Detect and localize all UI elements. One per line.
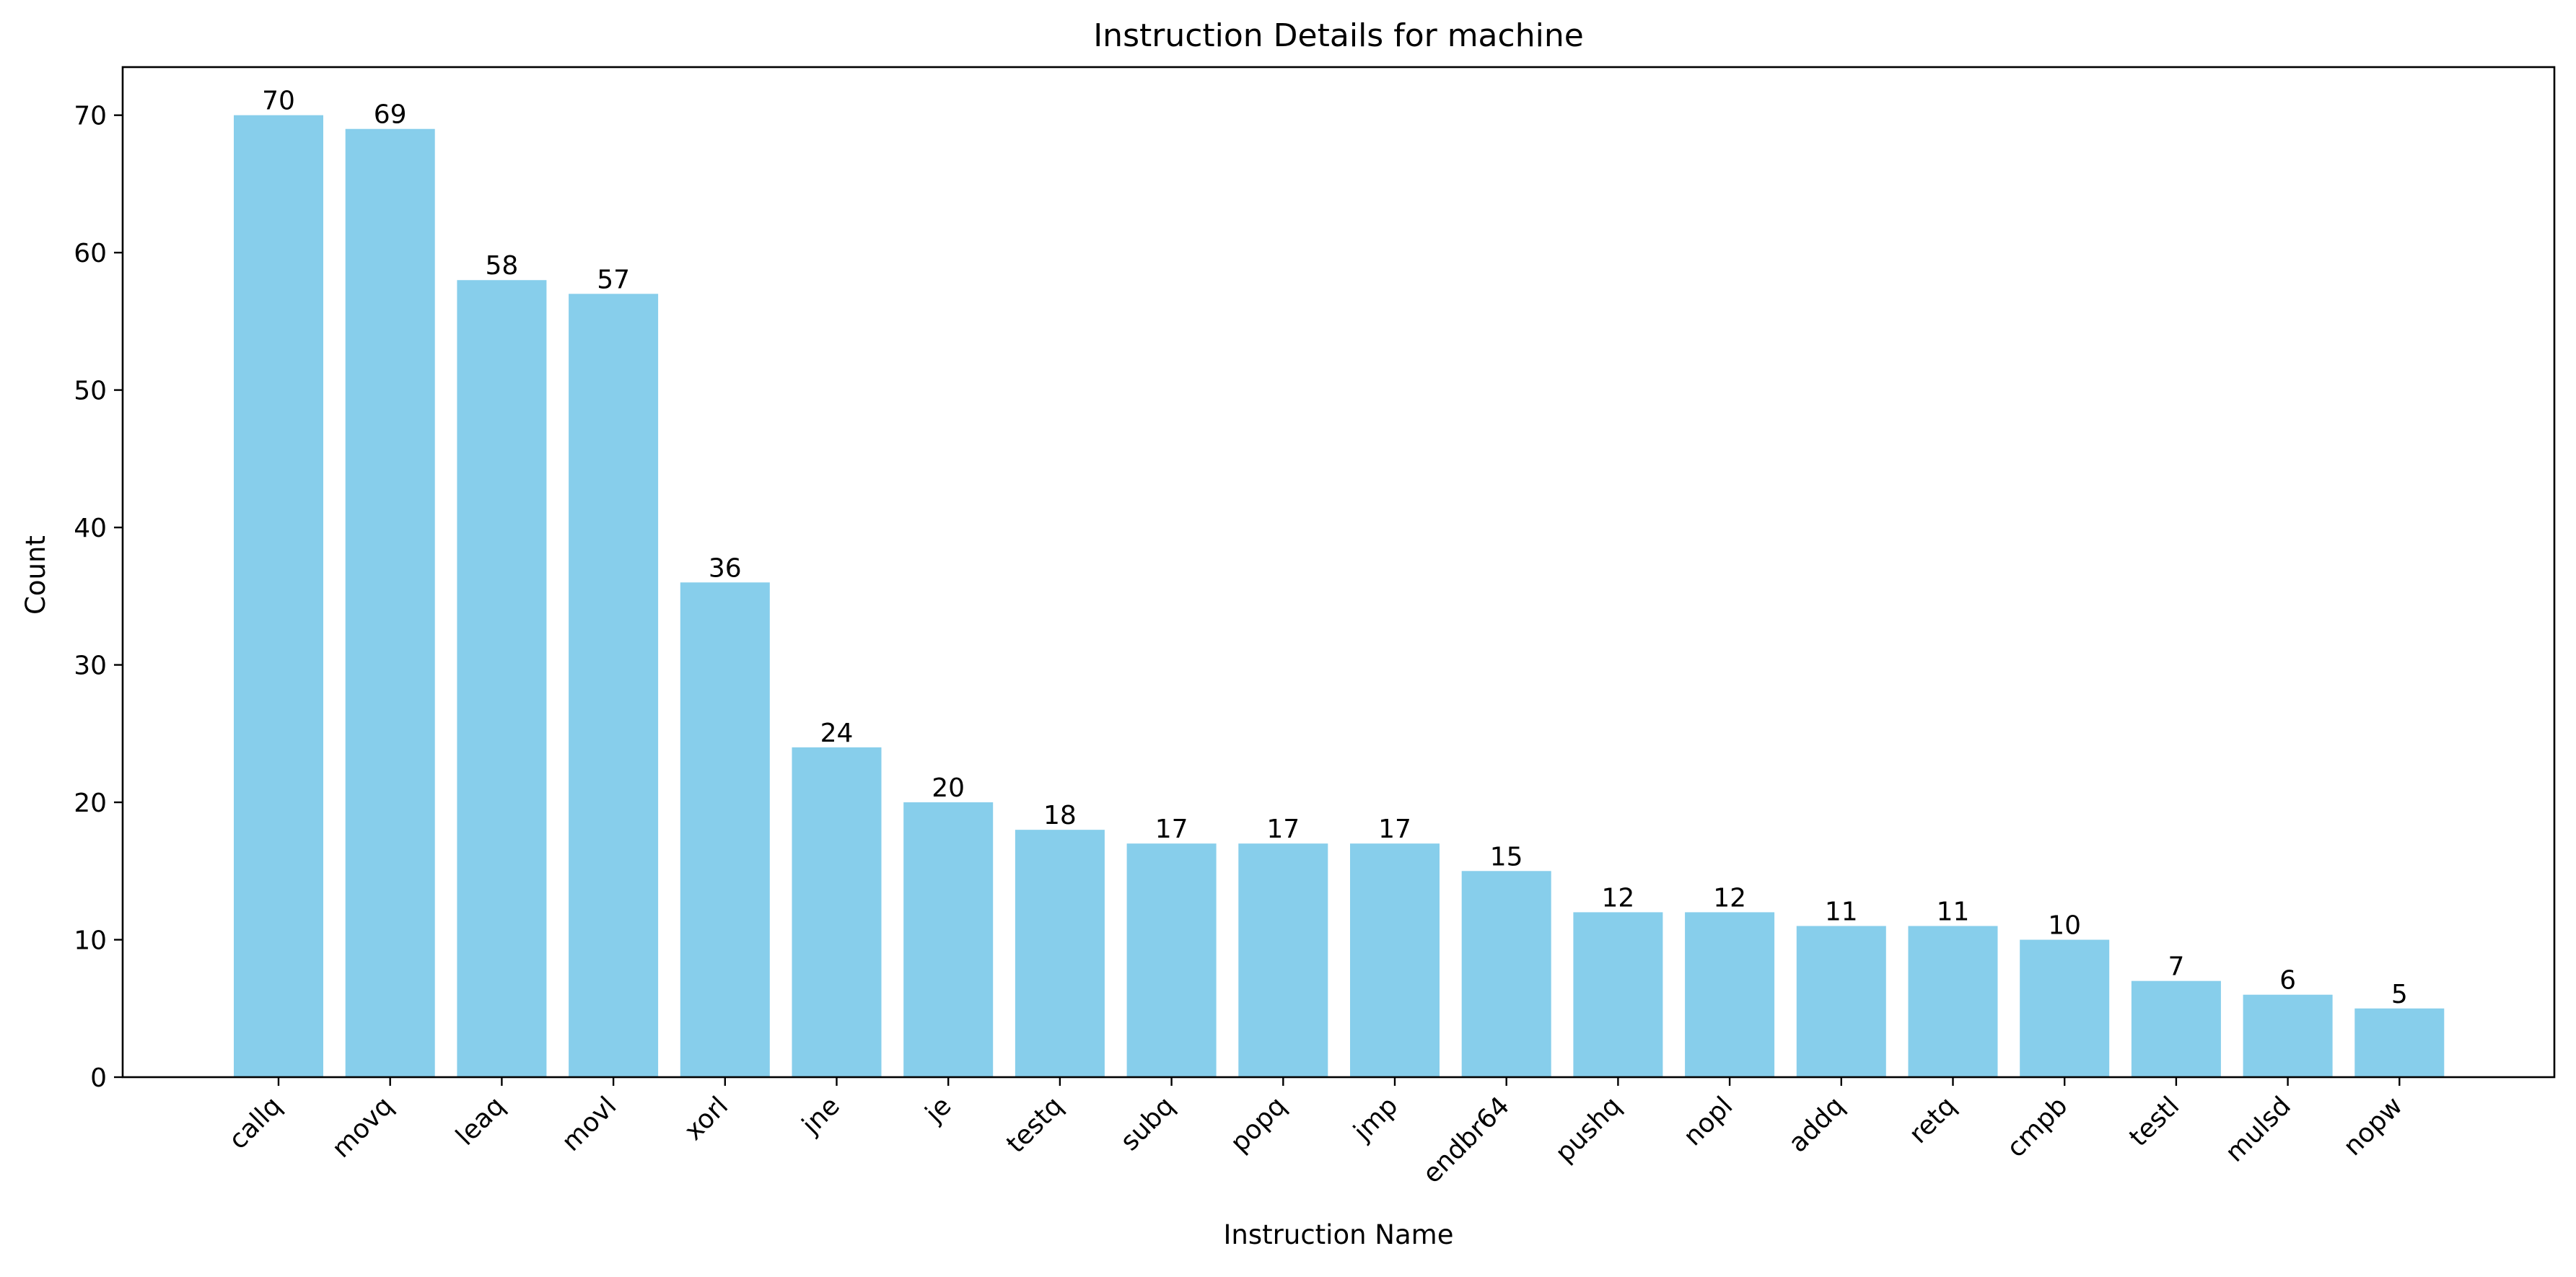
bar-mulsd xyxy=(2243,994,2333,1077)
bar-addq xyxy=(1796,926,1886,1077)
bar-value-label: 5 xyxy=(2391,980,2408,1009)
x-axis-title: Instruction Name xyxy=(1224,1219,1454,1250)
y-tick-label: 20 xyxy=(74,789,107,818)
bar-value-label: 15 xyxy=(1490,842,1523,872)
bar-value-label: 12 xyxy=(1601,883,1634,913)
bars-group xyxy=(234,115,2445,1078)
bar-value-label: 12 xyxy=(1713,883,1746,913)
bar-subq xyxy=(1126,843,1217,1077)
bar-value-label: 57 xyxy=(597,265,630,294)
y-tick-label: 50 xyxy=(74,377,107,406)
bar-movq xyxy=(345,128,435,1078)
bar-value-label: 11 xyxy=(1825,897,1858,926)
bar-value-label: 7 xyxy=(2168,952,2184,982)
y-axis-ticks: 0 10 20 30 40 50 60 70 xyxy=(74,102,123,1093)
bar-value-label: 17 xyxy=(1378,815,1411,844)
chart-title: Instruction Details for machine xyxy=(1093,17,1584,54)
y-axis-title: Count xyxy=(20,535,51,615)
bar-value-label: 58 xyxy=(485,251,518,281)
y-tick-label: 40 xyxy=(74,514,107,543)
bar-nopl xyxy=(1685,912,1775,1077)
data-labels-group: 70 69 58 57 36 24 20 18 17 17 17 15 12 12 11 11 10 7 6 5 xyxy=(262,87,2408,1009)
bar-value-label: 6 xyxy=(2279,966,2296,996)
bar-value-label: 17 xyxy=(1155,815,1188,844)
bar-popq xyxy=(1238,843,1328,1077)
bar-value-label: 24 xyxy=(820,719,854,748)
y-tick-label: 10 xyxy=(74,926,107,956)
bar-leaq xyxy=(457,280,547,1078)
bar-value-label: 11 xyxy=(1937,897,1970,926)
bar-retq xyxy=(1908,926,1998,1077)
y-tick-label: 60 xyxy=(74,239,107,268)
bar-cmpb xyxy=(2020,939,2110,1077)
y-tick-label: 0 xyxy=(90,1063,107,1093)
bar-movl xyxy=(569,294,659,1078)
bar-value-label: 18 xyxy=(1043,801,1077,830)
bar-testl xyxy=(2131,980,2221,1077)
bar-jmp xyxy=(1350,843,1440,1077)
bar-value-label: 69 xyxy=(374,100,407,130)
bar-callq xyxy=(234,115,323,1078)
bar-jne xyxy=(792,747,882,1077)
bar-value-label: 10 xyxy=(2048,911,2081,941)
y-tick-label: 30 xyxy=(74,651,107,681)
bar-value-label: 36 xyxy=(709,553,742,583)
plot-frame xyxy=(121,66,2556,1079)
y-tick-label: 70 xyxy=(74,102,107,131)
bar-value-label: 20 xyxy=(932,773,965,803)
bar-testq xyxy=(1015,830,1105,1077)
bar-value-label: 70 xyxy=(262,87,295,116)
bar-je xyxy=(903,802,994,1077)
bar-xorl xyxy=(680,582,770,1077)
bar-pushq xyxy=(1573,912,1663,1077)
bar-value-label: 17 xyxy=(1266,815,1300,844)
bar-nopw xyxy=(2354,1008,2445,1077)
bar-endbr64 xyxy=(1461,871,1551,1077)
